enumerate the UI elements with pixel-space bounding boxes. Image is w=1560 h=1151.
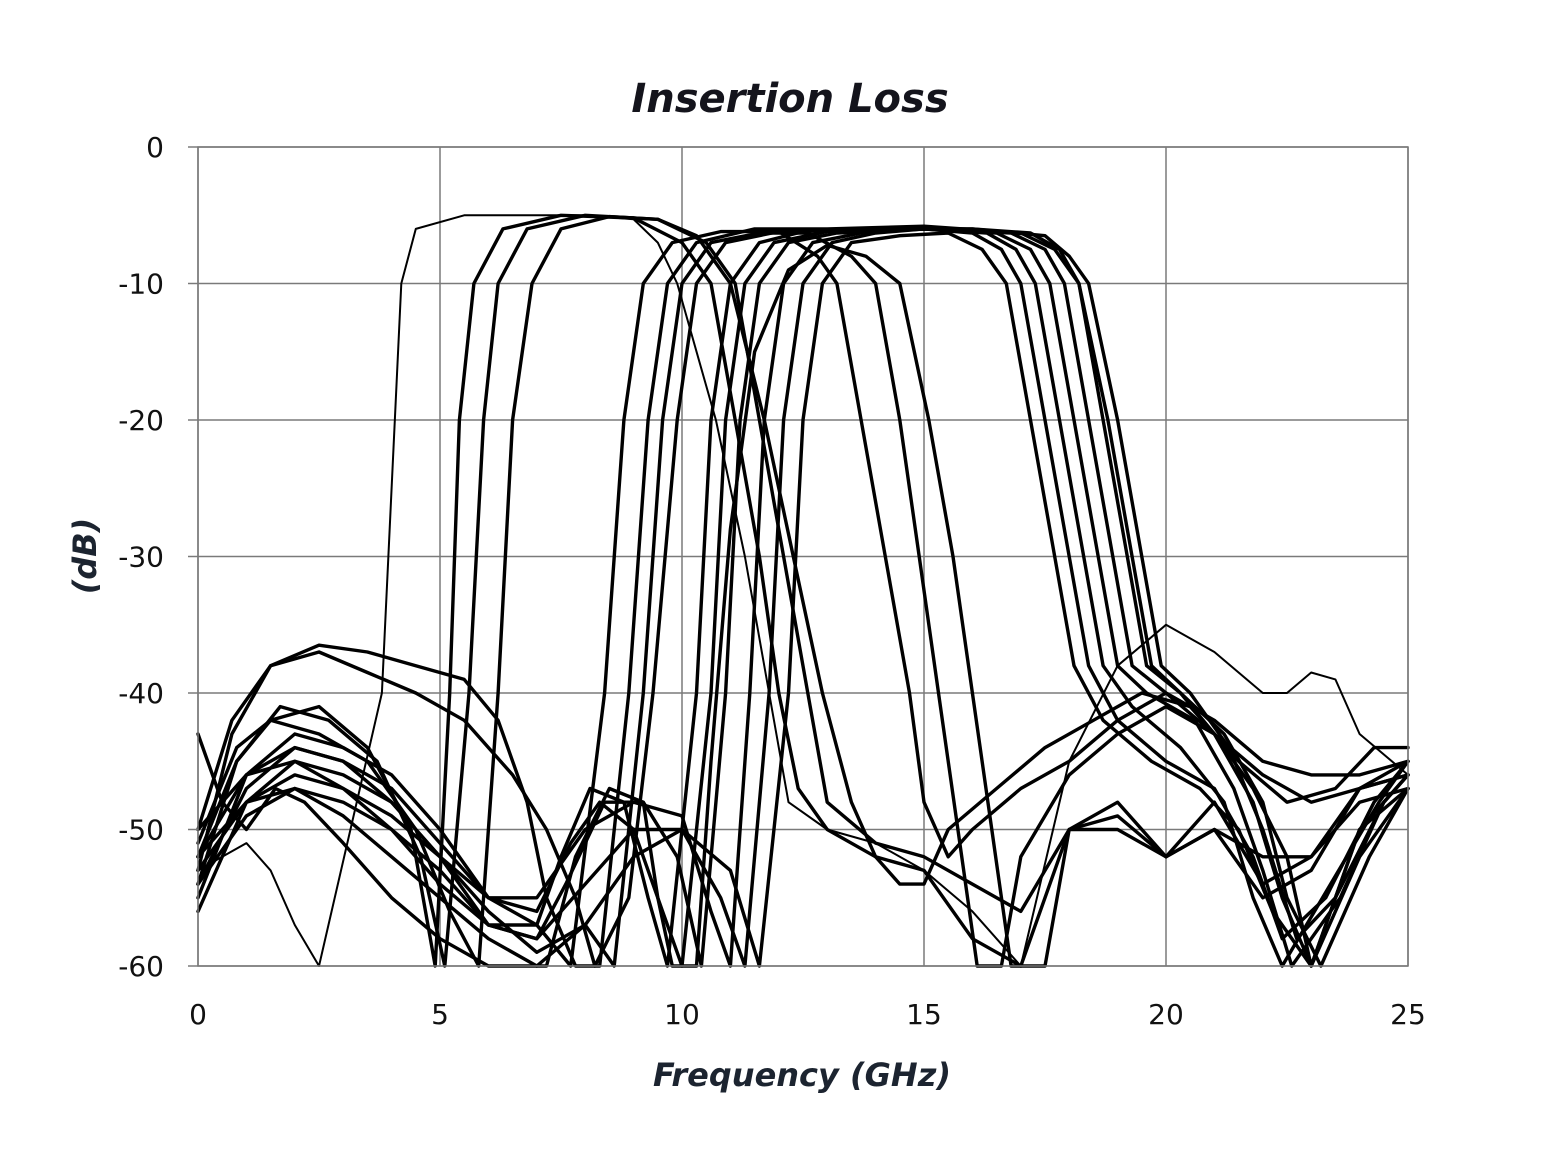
- filter-response-curve: [196, 227, 1410, 968]
- x-tick-label: 0: [189, 998, 207, 1031]
- y-tick-label: -60: [118, 950, 164, 983]
- filter-response-curve: [196, 213, 1410, 968]
- y-axis-title: (dB): [66, 518, 104, 595]
- y-tick-label: -40: [118, 677, 164, 710]
- filter-response-curve: [196, 231, 1410, 968]
- y-tick-label: -50: [118, 814, 164, 847]
- filter-response-curve: [196, 229, 1410, 968]
- filter-response-curve: [196, 227, 1410, 968]
- x-tick-label: 20: [1148, 998, 1184, 1031]
- filter-response-curve: [196, 227, 1410, 968]
- y-tick-label: 0: [146, 131, 164, 164]
- y-tick-label: -20: [118, 404, 164, 437]
- x-tick-label: 5: [431, 998, 449, 1031]
- filter-response-curve: [197, 214, 1409, 967]
- y-axis: 0 -10 -20 -30 -40 -50 -60: [118, 131, 198, 983]
- x-axis-title: Frequency (GHz): [653, 1056, 951, 1094]
- x-axis: 0 5 10 15 20 25: [189, 998, 1426, 1031]
- chart-title: Insertion Loss: [631, 76, 948, 122]
- plot-area: [196, 213, 1410, 968]
- filter-response-curve: [196, 213, 1410, 968]
- filter-response-curve: [196, 243, 1410, 968]
- gridlines: [197, 146, 1409, 967]
- y-tick-label: -30: [118, 541, 164, 574]
- filter-response-curve: [196, 214, 1410, 968]
- x-tick-label: 15: [906, 998, 942, 1031]
- filter-response-curve: [196, 227, 1410, 968]
- x-tick-label: 10: [664, 998, 700, 1031]
- x-tick-label: 25: [1390, 998, 1426, 1031]
- y-tick-label: -10: [118, 268, 164, 301]
